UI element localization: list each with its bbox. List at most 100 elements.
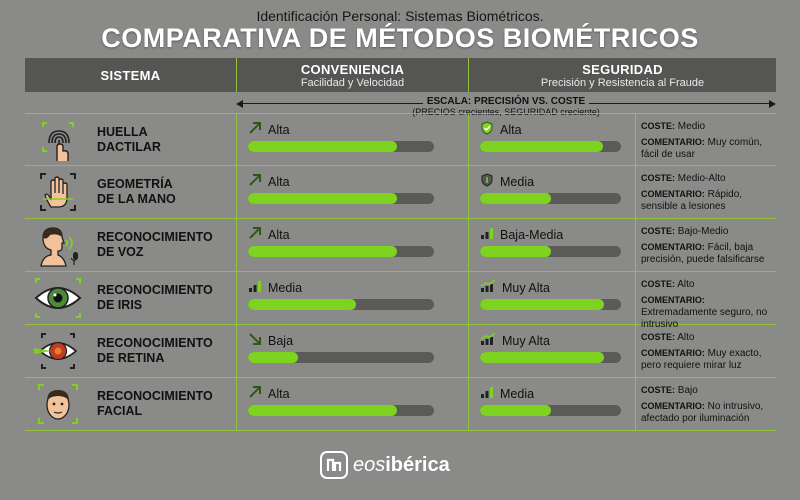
system-name: RECONOCIMIENTO FACIAL — [91, 389, 236, 419]
conveniencia-level-text: Media — [268, 280, 303, 295]
conveniencia-bar — [248, 193, 434, 204]
system-name: GEOMETRÍA DE LA MANO — [91, 177, 236, 207]
cell-notas: COSTE: Medio COMENTARIO: Muy común, fáci… — [635, 114, 776, 165]
system-name-line1: RECONOCIMIENTO — [97, 336, 213, 350]
conveniencia-level: Alta — [248, 173, 290, 190]
conveniencia-bar-fill — [248, 246, 397, 257]
cell-sistema: HUELLA DACTILAR — [25, 114, 236, 165]
cell-notas: COSTE: Alto COMENTARIO: Muy exacto, pero… — [635, 325, 776, 377]
conveniencia-bar — [248, 299, 434, 310]
header-conveniencia-sub: Facilidad y Velocidad — [300, 76, 405, 89]
coste-key: COSTE: — [641, 332, 676, 342]
seguridad-bar — [480, 246, 621, 257]
header-sistema: SISTEMA — [25, 58, 236, 92]
seguridad-bar-fill — [480, 352, 605, 363]
conveniencia-bar-fill — [248, 405, 397, 416]
trend-bars-icon — [480, 332, 502, 349]
coste-line: COSTE: Bajo — [641, 384, 776, 397]
table-header: SISTEMA CONVENIENCIA Facilidad y Velocid… — [25, 58, 776, 92]
cell-conveniencia: Alta — [236, 219, 468, 271]
arrow-up-right-icon — [248, 385, 268, 402]
seguridad-level: Muy Alta — [480, 279, 550, 296]
comentario-line: COMENTARIO: Fácil, baja precisión, puede… — [641, 241, 776, 266]
cell-sistema: RECONOCIMIENTO DE RETINA — [25, 325, 236, 377]
conveniencia-level-text: Alta — [268, 122, 290, 137]
coste-value: Alto — [677, 332, 695, 343]
cell-notas: COSTE: Medio-Alto COMENTARIO: Rápido, se… — [635, 166, 776, 218]
conveniencia-level-text: Alta — [268, 386, 290, 401]
logo-mark-icon — [320, 451, 348, 479]
logo: eos ibérica — [320, 451, 450, 479]
coste-value: Medio-Alto — [677, 173, 726, 184]
cell-seguridad: Alta — [468, 114, 635, 165]
system-name: HUELLA DACTILAR — [91, 125, 236, 155]
scale-label: ESCALA: PRECISIÓN VS. COSTE — [236, 96, 776, 107]
seguridad-level-text: Baja-Media — [500, 227, 564, 242]
seguridad-level-text: Muy Alta — [502, 333, 550, 348]
comentario-value: Rápido, sensible a lesiones — [641, 189, 743, 212]
header-conveniencia-label: CONVENIENCIA — [300, 61, 405, 77]
cell-seguridad: Muy Alta — [468, 272, 635, 324]
comentario-value: Fácil, baja precisión, puede falsificars… — [641, 242, 765, 265]
system-name: RECONOCIMIENTO DE RETINA — [91, 336, 236, 366]
conveniencia-bar-fill — [248, 299, 356, 310]
cell-notas: COSTE: Bajo COMENTARIO: No intrusivo, af… — [635, 378, 776, 430]
coste-line: COSTE: Medio — [641, 120, 776, 133]
cell-notas: COSTE: Alto COMENTARIO: Extremadamente s… — [635, 272, 776, 330]
seguridad-bar — [480, 299, 621, 310]
coste-value: Bajo — [677, 385, 698, 396]
comparison-table: HUELLA DACTILAR Alta Alta COSTE: Medio C… — [25, 113, 776, 431]
seguridad-bar-fill — [480, 405, 551, 416]
seguridad-level: Alta — [480, 121, 522, 138]
hand-scan-icon — [25, 167, 91, 217]
coste-line: COSTE: Bajo-Medio — [641, 225, 776, 238]
conveniencia-bar — [248, 141, 434, 152]
comentario-key: COMENTARIO: — [641, 348, 705, 358]
logo-iberica: ibérica — [385, 453, 450, 476]
coste-key: COSTE: — [641, 121, 676, 131]
scale-arrow: ESCALA: PRECISIÓN VS. COSTE (PRECIOS cre… — [236, 95, 776, 119]
comentario-value: Extremadamente seguro, no intrusivo — [641, 307, 768, 330]
comentario-line: COMENTARIO: Extremadamente seguro, no in… — [641, 294, 776, 331]
coste-line: COSTE: Medio-Alto — [641, 172, 776, 185]
comentario-value: Muy común, fácil de usar — [641, 137, 763, 160]
cell-conveniencia: Alta — [236, 114, 468, 165]
header-sistema-label: SISTEMA — [100, 67, 161, 83]
conveniencia-bar — [248, 405, 434, 416]
cell-conveniencia: Media — [236, 272, 468, 324]
comentario-key: COMENTARIO: — [641, 242, 705, 252]
conveniencia-bar — [248, 352, 434, 363]
coste-line: COSTE: Alto — [641, 331, 776, 344]
retina-scan-icon — [25, 326, 91, 376]
coste-key: COSTE: — [641, 173, 676, 183]
conveniencia-level-text: Baja — [268, 333, 294, 348]
seguridad-level: Media — [480, 173, 534, 190]
coste-key: COSTE: — [641, 279, 676, 289]
eye-iris-icon — [25, 273, 91, 323]
seguridad-level: Muy Alta — [480, 332, 550, 349]
comentario-line: COMENTARIO: Rápido, sensible a lesiones — [641, 188, 776, 213]
table-row: RECONOCIMIENTO DE RETINA Baja Muy Alta C… — [25, 325, 776, 378]
scale-label-text: ESCALA: PRECISIÓN VS. COSTE — [422, 96, 590, 107]
seguridad-bar — [480, 405, 621, 416]
seguridad-level-text: Media — [500, 174, 535, 189]
shield-icon — [480, 173, 500, 190]
seguridad-bar-fill — [480, 299, 605, 310]
header-seguridad-label: SEGURIDAD — [582, 61, 663, 77]
cell-conveniencia: Baja — [236, 325, 468, 377]
coste-line: COSTE: Alto — [641, 278, 776, 291]
cell-seguridad: Media — [468, 166, 635, 218]
system-name-line2: DE VOZ — [97, 245, 144, 259]
seguridad-bar — [480, 352, 621, 363]
seguridad-bar — [480, 141, 621, 152]
header-seguridad: SEGURIDAD Precisión y Resistencia al Fra… — [468, 58, 776, 92]
cell-conveniencia: Alta — [236, 166, 468, 218]
system-name: RECONOCIMIENTO DE IRIS — [91, 283, 236, 313]
table-row: HUELLA DACTILAR Alta Alta COSTE: Medio C… — [25, 113, 776, 166]
cell-sistema: RECONOCIMIENTO DE VOZ — [25, 219, 236, 271]
scale-arrow-right-icon — [769, 100, 776, 108]
face-icon — [25, 379, 91, 429]
comentario-key: COMENTARIO: — [641, 189, 705, 199]
page-subtitle: Identificación Personal: Sistemas Biomét… — [256, 8, 544, 24]
conveniencia-bar — [248, 246, 434, 257]
